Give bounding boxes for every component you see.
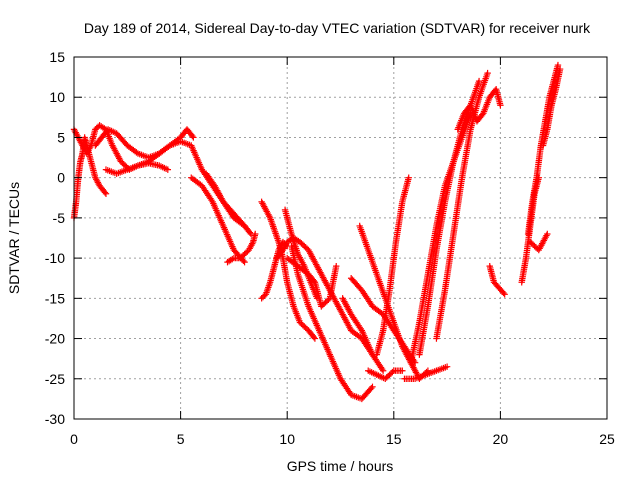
data-point <box>241 258 248 266</box>
data-point <box>246 229 254 236</box>
data-point <box>554 61 562 69</box>
y-tick-label: -15 <box>45 290 65 306</box>
y-tick-label: 15 <box>49 49 65 65</box>
y-tick-label: 10 <box>49 89 65 105</box>
data-point <box>399 367 406 374</box>
data-point <box>164 166 172 173</box>
data-point <box>313 295 321 302</box>
x-tick-label: 15 <box>386 431 402 447</box>
y-tick-label: -5 <box>53 210 66 226</box>
x-tick-label: 20 <box>493 431 509 447</box>
data-point <box>133 149 140 156</box>
data-point <box>333 262 340 270</box>
data-point <box>443 363 451 370</box>
data-point <box>102 190 110 197</box>
x-tick-label: 10 <box>279 431 295 447</box>
y-tick-label: -10 <box>45 250 65 266</box>
y-axis-label: SDTVAR / TECUs <box>6 182 22 294</box>
y-tick-label: 0 <box>57 170 65 186</box>
data-point <box>500 289 507 297</box>
data-marks <box>70 61 564 403</box>
data-point <box>475 77 483 85</box>
data-point <box>379 367 387 374</box>
y-tick-label: -25 <box>45 371 65 387</box>
data-point <box>368 384 375 392</box>
chart-title: Day 189 of 2014, Sidereal Day-to-day VTE… <box>84 20 591 36</box>
data-point <box>310 334 318 341</box>
data-point <box>497 102 504 109</box>
plot-frame <box>73 56 608 420</box>
data-point <box>369 383 376 391</box>
data-point <box>544 230 551 238</box>
data-point <box>189 132 196 140</box>
x-ticks: 0 5 10 15 20 25 <box>70 57 615 447</box>
data-point <box>252 230 259 238</box>
data-point <box>165 143 172 150</box>
x-tick-label: 25 <box>599 431 615 447</box>
grid <box>74 57 607 419</box>
data-point <box>556 65 564 73</box>
y-tick-label: 5 <box>57 129 65 145</box>
data-point <box>484 69 491 77</box>
data-point <box>405 174 412 181</box>
x-tick-label: 5 <box>177 431 185 447</box>
data-point <box>101 189 109 196</box>
data-point <box>190 134 197 141</box>
x-axis-label: GPS time / hours <box>287 458 394 474</box>
x-tick-label: 0 <box>70 431 78 447</box>
data-point <box>501 291 508 298</box>
data-point <box>311 335 319 342</box>
data-point <box>389 368 396 376</box>
y-ticks: 15 10 5 0 -5 -10 -15 -20 -25 -30 <box>45 49 607 427</box>
y-tick-label: -20 <box>45 331 65 347</box>
y-tick-label: -30 <box>45 411 65 427</box>
data-point <box>325 296 332 303</box>
